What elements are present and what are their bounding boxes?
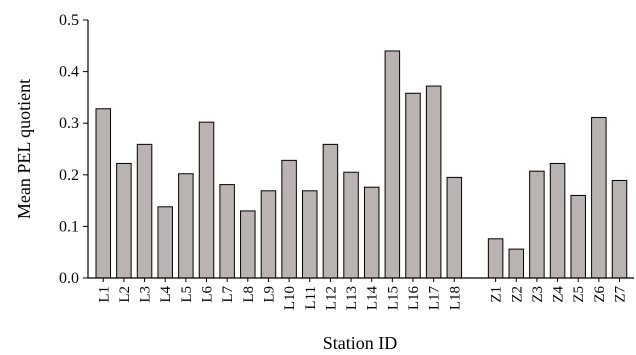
- bar-l9: [260, 190, 277, 279]
- bar-z6: [591, 117, 607, 279]
- x-tick-label-l6: L6: [200, 286, 216, 303]
- x-tick-label-z5: Z5: [571, 286, 587, 303]
- y-tick-label: 0.5: [59, 12, 79, 29]
- x-tick-label-z4: Z4: [551, 286, 567, 303]
- y-tick-label: 0.3: [59, 115, 79, 132]
- x-tick-label-l14: L14: [365, 286, 381, 311]
- x-tick-label-l15: L15: [385, 286, 401, 310]
- bar-l13: [343, 171, 359, 279]
- y-axis-title: Mean PEL quotient: [14, 79, 34, 219]
- x-tick-label-z6: Z6: [592, 286, 608, 303]
- x-tick-label-l4: L4: [158, 286, 174, 303]
- x-tick-label-l16: L16: [406, 286, 422, 311]
- x-tick-label-z7: Z7: [613, 286, 629, 303]
- bars-layer: [95, 50, 628, 279]
- x-axis-title: Station ID: [323, 333, 398, 353]
- x-tick-label-l9: L9: [261, 286, 277, 303]
- x-tick-label-l7: L7: [220, 286, 236, 303]
- bar-z1: [487, 238, 504, 279]
- bar-l6: [198, 121, 215, 279]
- x-tick-label-z2: Z2: [509, 286, 525, 303]
- x-tick-label-l17: L17: [427, 286, 443, 311]
- bar-l7: [219, 184, 235, 279]
- bar-l1: [95, 108, 111, 279]
- x-tick-label-l8: L8: [241, 286, 257, 303]
- x-tick-label-l13: L13: [344, 286, 360, 310]
- bar-l14: [363, 186, 380, 279]
- x-tick-label-z3: Z3: [530, 286, 546, 303]
- bar-l8: [240, 210, 256, 279]
- x-tick-label-l12: L12: [323, 286, 339, 310]
- x-axis-ticks: L1 L2 L3 L4 L5 L6 L7 L8 L9 L10 L11 L12 L13 L14 L15 L16 L…: [96, 278, 629, 311]
- x-tick-label-z1: Z1: [489, 286, 505, 303]
- bar-z2: [508, 248, 524, 279]
- x-tick-label-l5: L5: [179, 286, 195, 303]
- x-tick-label-l11: L11: [303, 286, 319, 310]
- bar-l17: [425, 85, 442, 279]
- y-axis-ticks: 0.0 0.1 0.2 0.3 0.4 0.5: [59, 12, 88, 287]
- bar-l5: [178, 173, 194, 279]
- bar-l11: [302, 190, 318, 279]
- y-tick-label: 0.2: [59, 167, 79, 184]
- bar-z3: [529, 170, 545, 279]
- y-tick-label: 0.0: [59, 270, 79, 287]
- x-tick-label-l2: L2: [117, 286, 133, 303]
- y-tick-label: 0.4: [59, 64, 79, 81]
- bar-z4: [549, 162, 566, 279]
- bar-l3: [136, 143, 153, 279]
- bar-z7: [611, 179, 628, 279]
- bar-z5: [570, 194, 586, 279]
- x-tick-label-l18: L18: [447, 286, 463, 310]
- x-tick-label-l10: L10: [282, 286, 298, 310]
- bar-l10: [281, 159, 297, 279]
- bar-l18: [446, 176, 463, 279]
- bar-l16: [405, 92, 421, 279]
- bar-l12: [322, 143, 339, 279]
- bar-l4: [157, 206, 173, 279]
- x-tick-label-l1: L1: [96, 286, 112, 303]
- bar-l15: [384, 50, 401, 279]
- x-tick-label-l3: L3: [138, 286, 154, 303]
- bar-l2: [116, 162, 132, 279]
- y-tick-label: 0.1: [59, 218, 79, 235]
